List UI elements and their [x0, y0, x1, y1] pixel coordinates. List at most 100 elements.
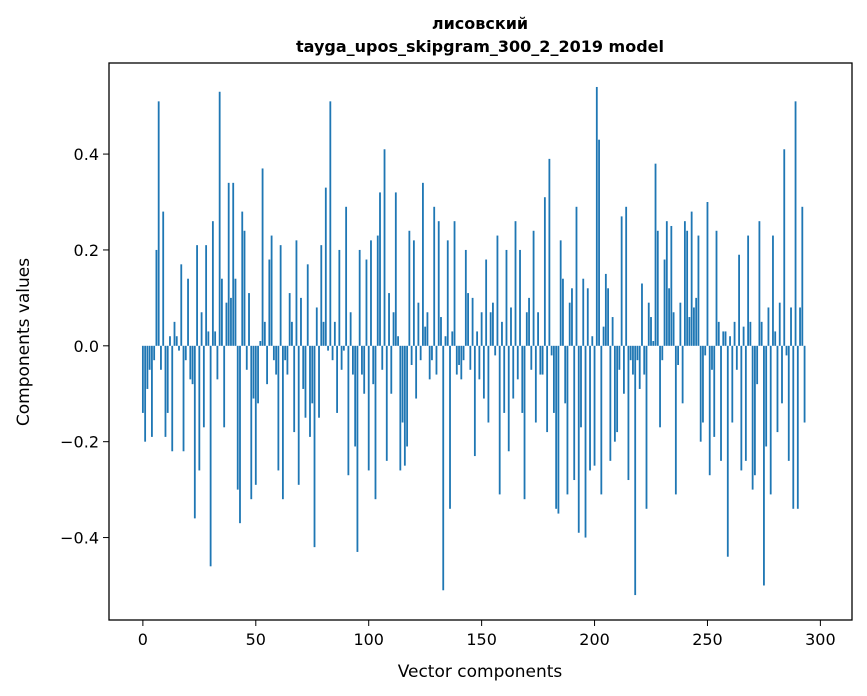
bar	[720, 345, 722, 461]
bar	[200, 312, 203, 346]
bar	[548, 158, 551, 346]
bar	[248, 293, 250, 346]
bar	[376, 235, 379, 346]
x-axis-label: Vector components	[398, 662, 563, 682]
bar	[261, 168, 264, 346]
y-tick-label: 0.2	[74, 241, 99, 260]
bar	[552, 345, 555, 413]
bar	[765, 345, 768, 447]
chart-title: лисовский	[432, 14, 528, 33]
bar	[573, 345, 576, 481]
bar	[408, 230, 411, 346]
bar	[356, 345, 359, 552]
bar	[503, 345, 506, 413]
bar	[566, 345, 569, 495]
bar	[702, 345, 704, 423]
bar	[306, 264, 309, 346]
bar	[252, 345, 255, 399]
bar	[446, 240, 449, 346]
bar	[650, 317, 652, 346]
bar	[559, 240, 562, 346]
bar	[772, 235, 774, 346]
bar	[268, 259, 271, 346]
bar	[153, 345, 156, 361]
bar	[403, 345, 406, 466]
bar	[708, 345, 711, 476]
bar	[749, 321, 752, 346]
bar	[530, 345, 533, 370]
bar	[162, 211, 165, 346]
bar	[291, 321, 293, 346]
bar	[288, 293, 291, 346]
bar	[672, 312, 675, 346]
bar	[661, 345, 664, 361]
bar	[693, 307, 695, 346]
bar	[683, 221, 686, 346]
bar	[196, 245, 198, 346]
bar	[435, 345, 438, 375]
bar	[284, 345, 287, 361]
bar	[214, 331, 217, 346]
bar	[541, 345, 544, 375]
bar	[595, 86, 598, 346]
bar	[295, 240, 298, 346]
bar	[489, 312, 492, 346]
bar	[760, 321, 763, 346]
bar	[647, 302, 650, 346]
bar	[686, 230, 689, 346]
bar	[604, 273, 607, 346]
bar	[309, 345, 311, 437]
bar	[250, 345, 253, 500]
bar	[510, 307, 512, 346]
bar	[227, 182, 230, 346]
bar	[198, 345, 201, 471]
bar	[609, 345, 612, 461]
bar	[155, 249, 158, 346]
bar	[322, 321, 325, 346]
bar	[670, 225, 673, 346]
bar	[571, 288, 573, 346]
bar	[668, 288, 670, 346]
bar	[505, 249, 508, 346]
bar	[207, 331, 210, 346]
bar	[352, 345, 354, 375]
bar	[582, 278, 585, 346]
bar	[451, 331, 454, 346]
bar	[543, 197, 546, 346]
bar	[281, 345, 284, 500]
bar	[677, 345, 680, 365]
bar	[437, 221, 440, 346]
bar	[166, 345, 169, 413]
bar	[453, 221, 456, 346]
bar	[799, 307, 801, 346]
bar	[367, 345, 370, 471]
bar	[679, 302, 682, 346]
bar	[433, 206, 436, 346]
bar	[532, 230, 535, 346]
bars-group	[141, 86, 806, 596]
bar	[496, 235, 499, 346]
bar	[792, 345, 795, 509]
bar	[401, 345, 404, 423]
bar	[469, 345, 472, 370]
bar	[704, 345, 707, 356]
bar	[193, 345, 196, 519]
bar	[270, 235, 273, 346]
bar	[245, 345, 248, 370]
bar	[428, 345, 431, 380]
x-tick-label: 200	[579, 630, 610, 649]
bar	[801, 206, 804, 346]
bar	[412, 240, 415, 346]
bar	[243, 230, 246, 346]
bar	[345, 206, 348, 346]
y-tick-label: −0.2	[60, 433, 99, 452]
bar	[656, 230, 659, 346]
bar	[498, 345, 501, 495]
bar	[340, 345, 343, 370]
bar	[785, 345, 788, 356]
bar	[419, 345, 422, 361]
bar	[629, 345, 632, 361]
bar	[623, 345, 625, 394]
bar	[537, 312, 539, 346]
